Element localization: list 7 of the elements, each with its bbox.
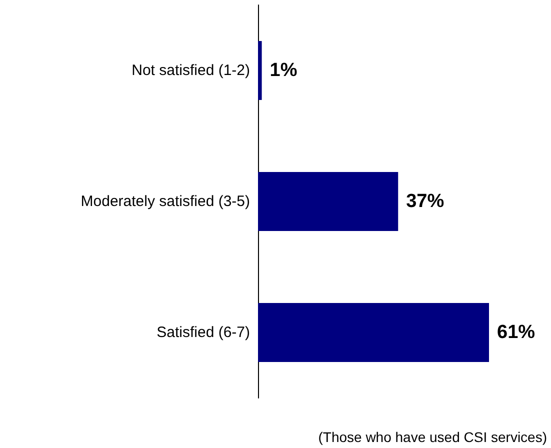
y-tick-label: Satisfied (6-7) — [156, 324, 250, 341]
data-label: 61% — [497, 322, 536, 343]
y-tick-label: Not satisfied (1-2) — [132, 62, 250, 79]
data-label: 37% — [406, 191, 444, 212]
data-label: 1% — [270, 60, 298, 81]
y-tick-label: Moderately satisfied (3-5) — [80, 193, 250, 210]
text: (Those who have used CSI services) — [318, 429, 547, 445]
